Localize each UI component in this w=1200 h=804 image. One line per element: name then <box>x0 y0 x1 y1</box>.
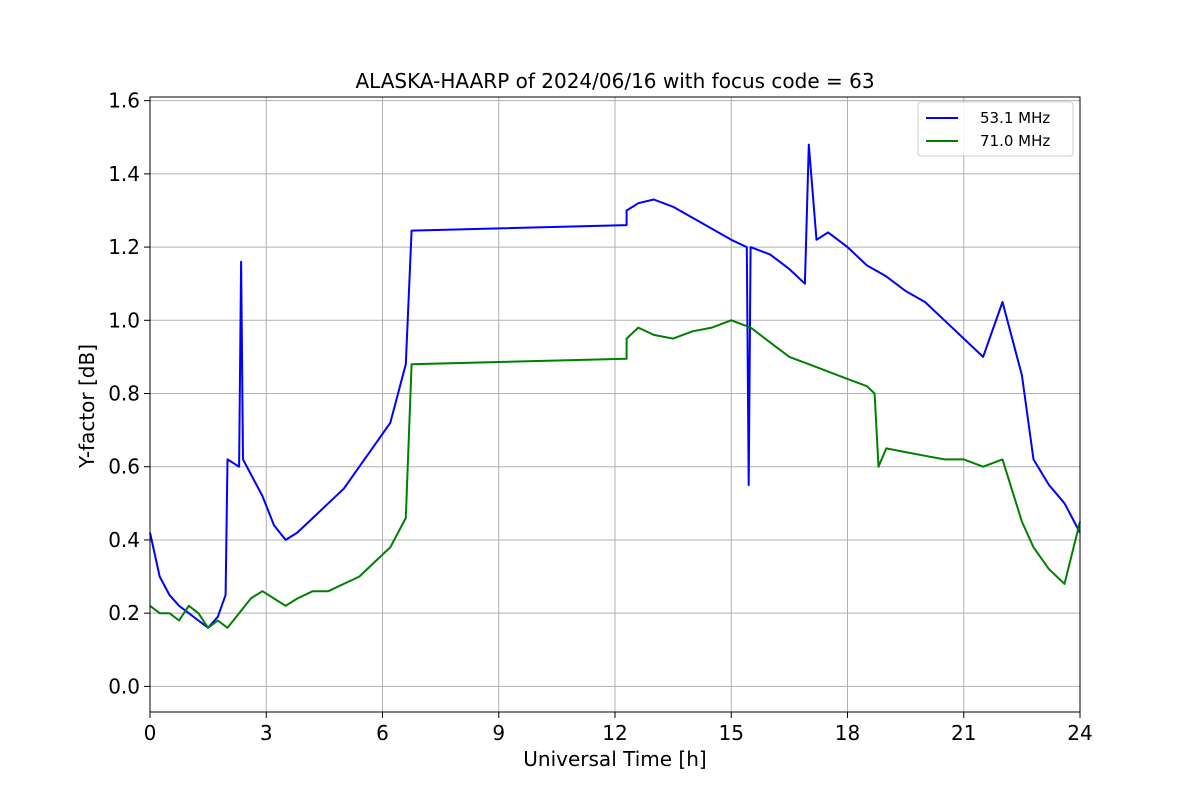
y-tick-label: 1.6 <box>108 89 140 113</box>
legend: 53.1 MHz 71.0 MHz <box>917 101 1074 157</box>
x-tick-label: 3 <box>260 721 273 745</box>
y-tick-label: 1.2 <box>108 235 140 259</box>
tick-layer: 0 3 6 9 12 15 18 21 24 0.0 0.2 0.4 0.6 0.8 1.0 1.2 1.4 1.… <box>108 89 1093 745</box>
legend-label: 71.0 MHz <box>980 132 1050 150</box>
x-tick-label: 24 <box>1067 721 1092 745</box>
y-tick-label: 1.0 <box>108 308 140 332</box>
y-tick-label: 0.4 <box>108 528 140 552</box>
legend-box <box>917 101 1074 157</box>
x-tick-label: 15 <box>719 721 744 745</box>
y-axis-title: Y-factor [dB] <box>75 344 99 469</box>
x-tick-label: 21 <box>951 721 976 745</box>
y-tick-label: 0.8 <box>108 382 140 406</box>
legend-label: 53.1 MHz <box>980 109 1050 127</box>
y-tick-label: 1.4 <box>108 162 140 186</box>
series-line-green <box>149 319 1081 629</box>
x-tick-label: 6 <box>376 721 389 745</box>
series-layer <box>149 143 1081 629</box>
y-tick-label: 0.2 <box>108 601 140 625</box>
series-line-blue <box>149 143 1081 629</box>
x-tick-label: 0 <box>144 721 157 745</box>
chart-title: ALASKA-HAARP of 2024/06/16 with focus co… <box>355 69 874 93</box>
y-tick-label: 0.0 <box>108 674 140 698</box>
x-tick-label: 9 <box>492 721 505 745</box>
x-tick-label: 12 <box>602 721 627 745</box>
x-axis-title: Universal Time [h] <box>523 747 706 771</box>
x-tick-label: 18 <box>835 721 860 745</box>
y-tick-label: 0.6 <box>108 455 140 479</box>
